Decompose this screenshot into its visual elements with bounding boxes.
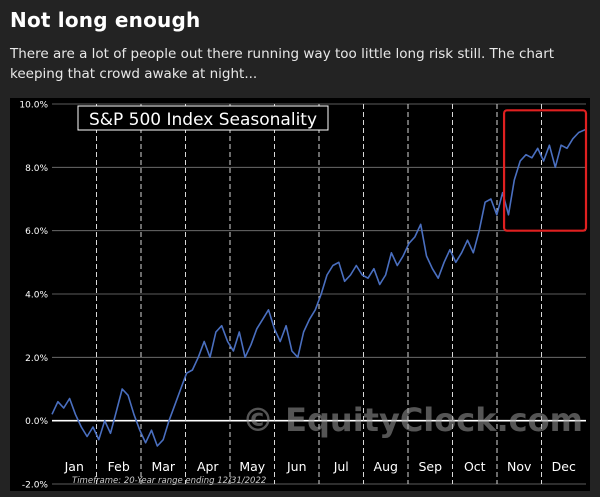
- x-tick-label: Mar: [151, 459, 175, 474]
- y-tick-label: 8.0%: [25, 164, 48, 174]
- y-tick-label: 4.0%: [25, 291, 48, 301]
- x-tick-label: Apr: [197, 459, 219, 474]
- highlight-box: [502, 109, 588, 232]
- x-tick-label: Feb: [108, 459, 130, 474]
- y-tick-label: 2.0%: [25, 354, 48, 364]
- x-tick-label: Aug: [374, 459, 398, 474]
- post-title: Not long enough: [10, 8, 201, 32]
- x-tick-label: May: [239, 459, 265, 474]
- y-tick-label: 10.0%: [19, 101, 48, 111]
- y-tick-label: -2.0%: [22, 481, 49, 491]
- x-tick-label: Jan: [64, 459, 84, 474]
- chart-title: S&P 500 Index Seasonality: [89, 110, 317, 130]
- y-tick-label: 6.0%: [25, 227, 48, 237]
- chart-container: 10.0% 8.0% 6.0% 4.0% 2.0% 0.0% -2.0% Jan Feb Mar…: [10, 98, 590, 491]
- seasonality-chart: 10.0% 8.0% 6.0% 4.0% 2.0% 0.0% -2.0% Jan Feb Mar…: [19, 101, 588, 491]
- watermark: © EquityClock.com: [242, 401, 583, 439]
- x-tick-label: Nov: [507, 459, 532, 474]
- chart-title-box: [77, 105, 329, 131]
- x-tick-label: Jul: [333, 459, 349, 474]
- y-tick-label: 0.0%: [25, 417, 48, 427]
- x-tick-label: Sep: [418, 459, 442, 474]
- chart-footnote: Timeframe: 20-Year range ending 12/31/20…: [72, 476, 266, 486]
- post-description: There are a lot of people out there runn…: [10, 46, 555, 82]
- x-tick-label: Jun: [286, 459, 307, 474]
- x-tick-label: Oct: [464, 459, 486, 474]
- seasonality-line: [51, 128, 587, 447]
- x-tick-label: Dec: [552, 459, 576, 474]
